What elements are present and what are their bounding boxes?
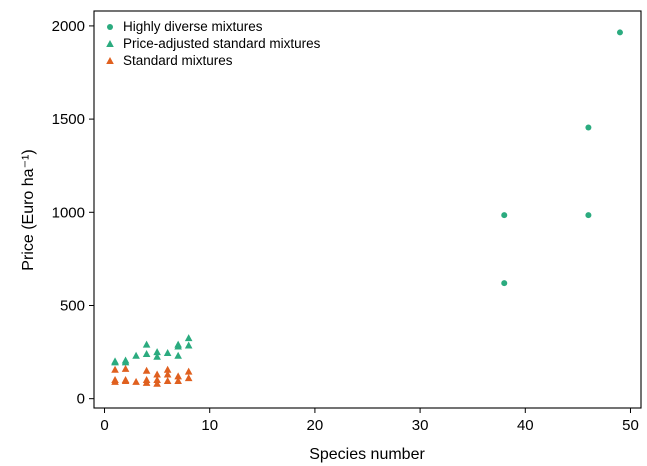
data-point-series-2 xyxy=(153,379,161,387)
data-point-series-0 xyxy=(616,29,623,36)
y-tick-label: 0 xyxy=(77,391,85,408)
data-point-series-1 xyxy=(142,349,151,357)
data-point-series-2 xyxy=(163,365,172,373)
data-point-series-1 xyxy=(184,341,193,349)
data-point-series-2 xyxy=(111,365,119,373)
legend-marker xyxy=(107,24,113,30)
data-point-series-2 xyxy=(184,367,193,375)
x-axis-title: Species number xyxy=(309,446,425,463)
data-point-series-1 xyxy=(121,356,130,364)
data-point-series-2 xyxy=(174,376,182,384)
legend-marker xyxy=(106,40,114,47)
data-point-series-2 xyxy=(142,378,151,386)
data-point-series-0 xyxy=(585,212,592,219)
x-tick-label: 50 xyxy=(622,417,639,434)
data-point-series-1 xyxy=(163,349,172,357)
data-point-series-0 xyxy=(501,280,508,287)
plot-frame xyxy=(93,10,642,409)
y-tick-label: 1000 xyxy=(52,204,85,221)
data-point-series-0 xyxy=(585,124,592,131)
data-point-series-1 xyxy=(153,352,161,360)
data-point-series-2 xyxy=(121,376,130,384)
data-point-series-1 xyxy=(153,348,161,356)
data-marks xyxy=(111,29,623,387)
x-tick-label: 20 xyxy=(307,417,324,434)
data-point-series-2 xyxy=(153,376,161,384)
x-tick-label: 40 xyxy=(517,417,534,434)
data-point-series-2 xyxy=(163,376,172,384)
data-point-series-2 xyxy=(121,364,130,372)
y-tick-label: 500 xyxy=(60,297,85,314)
legend-marker xyxy=(106,57,114,64)
legend-label: Highly diverse mixtures xyxy=(123,19,263,34)
data-point-series-2 xyxy=(174,372,182,380)
data-point-series-2 xyxy=(153,370,161,378)
x-tick-label: 30 xyxy=(412,417,429,434)
data-point-series-2 xyxy=(111,377,119,385)
data-point-series-1 xyxy=(174,342,182,350)
legend-label: Price-adjusted standard mixtures xyxy=(123,36,321,51)
y-axis-ticks: 0 500 1000 1500 2000 xyxy=(52,18,94,408)
data-point-series-2 xyxy=(184,374,193,382)
y-axis-title: Price (Euro ha⁻¹) xyxy=(20,149,37,270)
data-point-series-1 xyxy=(142,340,151,348)
data-point-series-2 xyxy=(163,370,172,378)
legend-label: Standard mixtures xyxy=(123,53,233,68)
x-axis-ticks: 0 10 20 30 40 50 xyxy=(100,408,639,434)
legend: Highly diverse mixtures Price-adjusted st… xyxy=(106,19,321,68)
data-point-series-1 xyxy=(132,351,140,359)
data-point-series-2 xyxy=(142,366,151,374)
data-point-series-1 xyxy=(174,351,182,359)
x-tick-label: 0 xyxy=(100,417,108,434)
y-tick-label: 2000 xyxy=(52,18,85,35)
x-tick-label: 10 xyxy=(201,417,218,434)
data-point-series-0 xyxy=(501,212,508,219)
data-point-series-1 xyxy=(184,334,193,342)
data-point-series-2 xyxy=(132,377,140,385)
y-tick-label: 1500 xyxy=(52,111,85,128)
data-point-series-1 xyxy=(111,358,119,366)
